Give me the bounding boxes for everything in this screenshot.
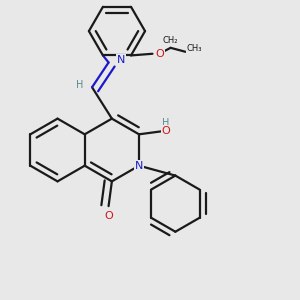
Text: CH₂: CH₂ bbox=[163, 36, 178, 45]
Text: O: O bbox=[161, 126, 170, 136]
Text: N: N bbox=[135, 161, 143, 171]
Text: H: H bbox=[162, 118, 169, 128]
Text: O: O bbox=[156, 49, 164, 59]
Text: N: N bbox=[117, 55, 125, 65]
Text: H: H bbox=[76, 80, 83, 90]
Text: O: O bbox=[104, 211, 113, 221]
Text: CH₃: CH₃ bbox=[186, 44, 202, 53]
